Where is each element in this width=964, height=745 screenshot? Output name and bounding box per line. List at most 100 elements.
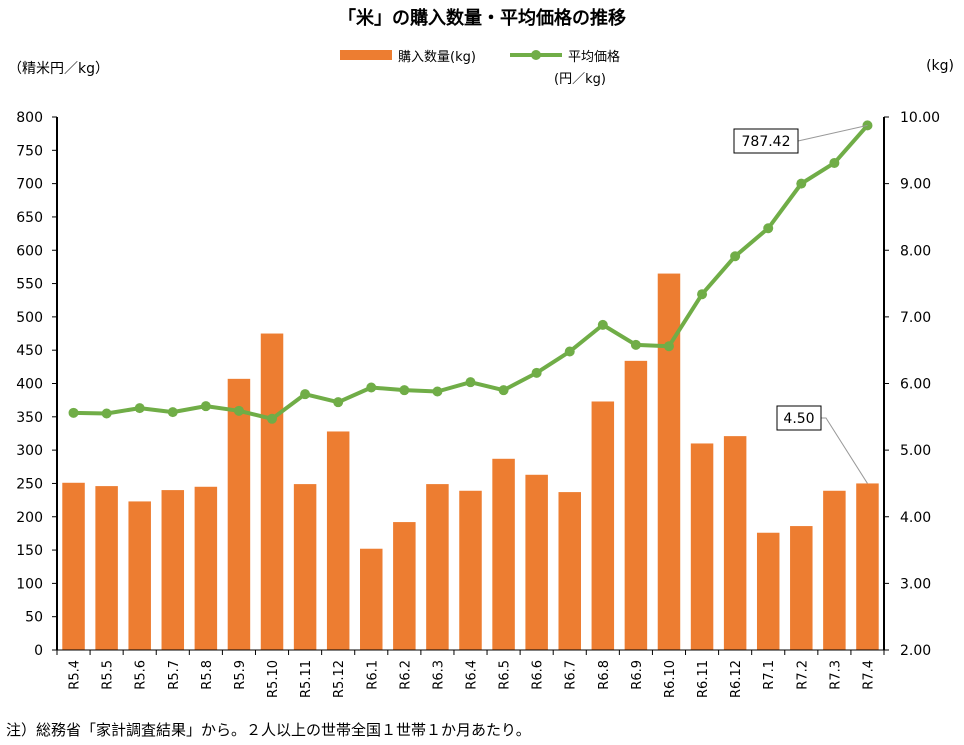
left-tick-label: 50 — [25, 610, 43, 626]
left-tick-label: 700 — [16, 177, 43, 193]
x-tick-label: R5.6 — [134, 660, 149, 690]
right-tick-label: 2.00 — [900, 643, 931, 659]
left-tick-label: 350 — [16, 410, 43, 426]
right-tick-label: 7.00 — [900, 310, 931, 326]
left-tick-label: 550 — [16, 277, 43, 293]
price-point-R6.9 — [630, 339, 641, 350]
quantity-callout-leader — [821, 417, 868, 484]
x-tick-label: R6.7 — [564, 660, 579, 690]
right-axis-label: (kg) — [926, 58, 954, 74]
quantity-callout-label: 4.50 — [783, 411, 814, 427]
left-tick-label: 800 — [16, 110, 43, 126]
x-tick-label: R7.3 — [828, 660, 843, 690]
left-axis-label: （精米円／kg） — [8, 61, 109, 77]
price-point-R6.12 — [730, 251, 741, 262]
bar-R5.5 — [95, 486, 118, 650]
quantity-callout-box — [776, 405, 822, 431]
legend-swatch-line — [510, 50, 562, 60]
price-point-R7.1 — [763, 223, 774, 234]
x-tick-label: R5.4 — [68, 660, 83, 690]
bar-R7.1 — [756, 532, 780, 650]
bar-R6.7 — [558, 492, 581, 650]
x-tick-label: R6.11 — [696, 660, 711, 698]
price-point-R6.2 — [399, 385, 410, 396]
price-point-R5.9 — [233, 405, 244, 416]
bar-R6.6 — [525, 474, 548, 650]
price-point-R5.10 — [267, 413, 278, 424]
x-tick-label: R6.12 — [729, 660, 744, 698]
price-point-R6.10 — [663, 341, 674, 352]
legend-label-line: 平均価格 — [568, 50, 621, 65]
x-tick-label: R6.9 — [630, 660, 645, 690]
footnote: 注）総務省「家計調査結果」から。２人以上の世帯全国１世帯１か月あたり。 — [6, 721, 531, 739]
x-tick-label: R5.5 — [101, 660, 116, 690]
x-tick-label: R5.9 — [233, 660, 248, 690]
bar-R6.9 — [624, 360, 648, 650]
price-point-R5.7 — [167, 407, 178, 418]
price-point-R6.3 — [432, 386, 443, 397]
x-tick-label: R6.1 — [365, 660, 380, 690]
left-tick-label: 300 — [16, 443, 43, 459]
legend-swatch-bar — [340, 50, 392, 60]
price-point-R5.5 — [101, 408, 112, 419]
right-tick-label: 4.00 — [900, 510, 931, 526]
bar-R7.3 — [823, 490, 846, 650]
bar-R6.8 — [591, 401, 615, 650]
x-tick-label: R6.2 — [398, 660, 413, 690]
bar-R5.6 — [128, 501, 151, 650]
legend-label-bar: 購入数量(kg) — [398, 50, 476, 65]
price-line — [73, 124, 869, 421]
price-point-R6.1 — [366, 382, 377, 393]
x-tick-label: R5.11 — [299, 660, 314, 698]
bar-R6.1 — [360, 548, 383, 650]
price-point-R6.6 — [531, 367, 542, 378]
x-tick-label: R5.10 — [266, 660, 281, 698]
x-tick-label: R6.8 — [597, 660, 612, 690]
x-tick-label: R7.2 — [795, 660, 810, 690]
bar-R5.8 — [194, 486, 218, 650]
price-callout-box — [733, 128, 799, 154]
left-tick-label: 650 — [16, 210, 43, 226]
price-callout-leader — [797, 124, 868, 142]
price-point-R6.11 — [697, 289, 708, 300]
x-tick-label: R7.4 — [861, 660, 876, 690]
x-tick-label: R6.3 — [431, 660, 446, 690]
x-tick-label: R6.10 — [663, 660, 678, 698]
price-callout-label: 787.42 — [742, 134, 791, 150]
bar-R5.11 — [293, 484, 317, 650]
bar-R6.11 — [690, 443, 714, 650]
bar-R5.12 — [326, 431, 350, 650]
bar-R5.4 — [62, 482, 85, 650]
x-tick-label: R6.6 — [531, 660, 546, 690]
price-point-R7.2 — [796, 178, 807, 189]
x-tick-label: R6.4 — [465, 660, 480, 690]
bar-R6.5 — [492, 458, 515, 650]
left-tick-label: 150 — [16, 543, 43, 559]
price-point-R6.5 — [498, 385, 509, 396]
right-tick-label: 3.00 — [900, 576, 931, 592]
bar-R5.9 — [227, 378, 251, 650]
bar-R5.7 — [161, 490, 185, 650]
bar-R7.2 — [790, 526, 813, 650]
right-tick-label: 8.00 — [900, 243, 931, 259]
price-point-R5.8 — [200, 401, 211, 412]
left-tick-label: 400 — [16, 377, 43, 393]
left-tick-label: 600 — [16, 243, 43, 259]
right-tick-label: 10.00 — [900, 110, 940, 126]
left-tick-label: 500 — [16, 310, 43, 326]
x-tick-label: R7.1 — [762, 660, 777, 690]
left-tick-label: 250 — [16, 476, 43, 492]
bar-R6.3 — [426, 484, 449, 650]
chart-title: 「米」の購入数量・平均価格の推移 — [338, 8, 626, 29]
bar-R6.10 — [657, 273, 681, 650]
bar-R6.2 — [393, 522, 416, 650]
left-tick-label: 450 — [16, 343, 43, 359]
bar-R6.4 — [459, 490, 482, 650]
left-tick-label: 750 — [16, 143, 43, 159]
price-point-R6.4 — [465, 377, 476, 388]
x-tick-label: R5.12 — [332, 660, 347, 698]
left-tick-label: 100 — [16, 576, 43, 592]
right-tick-label: 6.00 — [900, 377, 931, 393]
x-tick-label: R6.5 — [498, 660, 513, 690]
